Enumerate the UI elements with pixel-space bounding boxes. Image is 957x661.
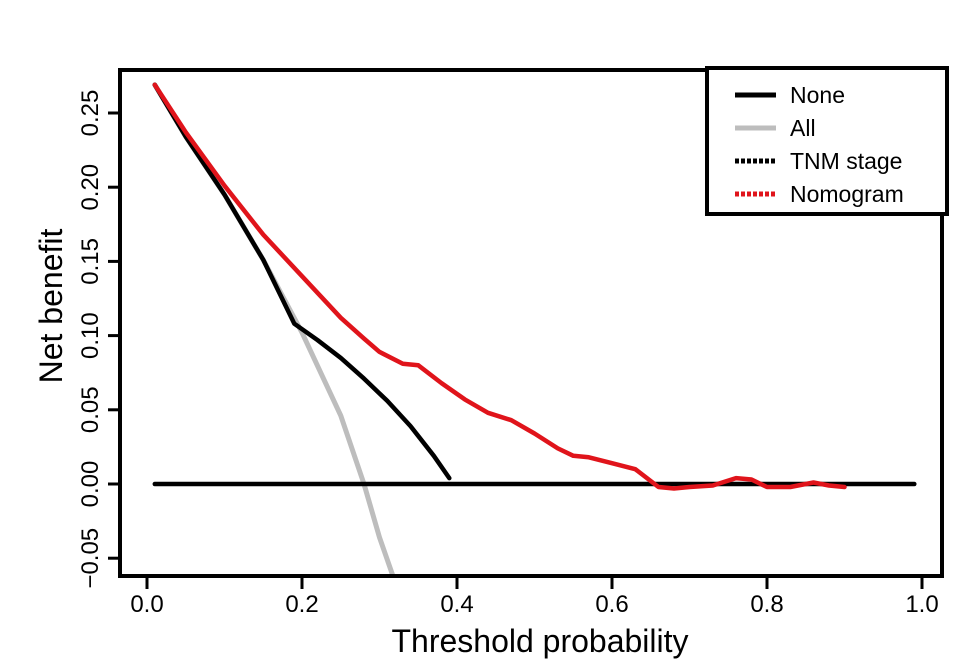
y-tick-label: 0.10: [77, 312, 104, 359]
y-tick-label: −0.05: [77, 528, 104, 589]
y-tick-label: 0.20: [77, 164, 104, 211]
y-tick-label: 0.00: [77, 461, 104, 508]
legend-label: All: [790, 115, 816, 141]
x-tick-label: 0.6: [595, 591, 628, 618]
series-layer: [152, 82, 917, 574]
legend-label: Nomogram: [790, 181, 904, 207]
x-axis: 0.0 0.2 0.4 0.6 0.8 1.0: [130, 576, 939, 618]
y-tick-label: 0.15: [77, 238, 104, 285]
plot-frame: [118, 68, 944, 578]
series-line-nomogram: [152, 82, 847, 491]
x-tick-label: 1.0: [905, 591, 938, 618]
x-tick-label: 0.8: [750, 591, 783, 618]
x-tick-label: 0.2: [285, 591, 318, 618]
series-line-tnm-stage: [152, 82, 452, 481]
legend: None All TNM stage Nomogram: [705, 66, 949, 216]
y-tick-label: 0.05: [77, 386, 104, 433]
x-axis-title: Threshold probability: [391, 623, 688, 659]
x-tick-label: 0.4: [440, 591, 473, 618]
legend-box: [705, 66, 949, 216]
y-axis-title: Net benefit: [33, 229, 69, 384]
y-tick-label: 0.25: [77, 90, 104, 137]
y-axis: −0.05 0.00 0.05 0.10 0.15 0.20 0.25: [77, 90, 120, 589]
x-tick-label: 0.0: [130, 591, 163, 618]
legend-label: TNM stage: [790, 148, 902, 174]
legend-label: None: [790, 82, 845, 108]
